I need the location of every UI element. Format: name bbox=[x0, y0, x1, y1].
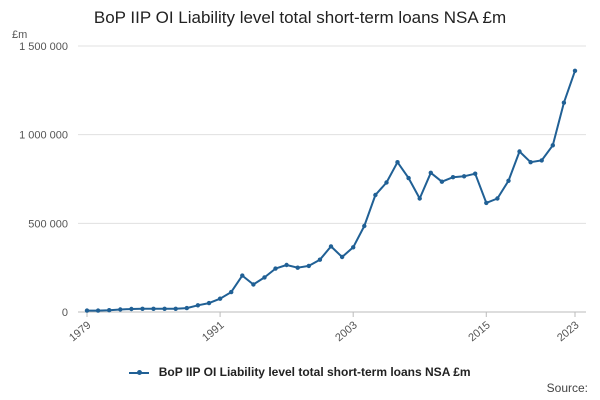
y-tick-label: 500 000 bbox=[28, 218, 68, 230]
data-point bbox=[184, 305, 189, 311]
data-point bbox=[118, 307, 123, 312]
x-tick-label: 2015 bbox=[466, 319, 492, 344]
y-axis-ticks: 0 500 000 1 000 000 1 500 000 bbox=[19, 41, 68, 319]
data-point bbox=[439, 179, 445, 184]
data-point bbox=[140, 306, 145, 311]
data-point bbox=[339, 254, 345, 260]
data-point bbox=[362, 223, 367, 229]
data-point bbox=[506, 178, 511, 183]
data-point bbox=[206, 300, 212, 306]
data-point bbox=[195, 303, 201, 308]
data-point bbox=[461, 174, 467, 179]
data-point bbox=[450, 175, 456, 180]
x-tick-label: 2003 bbox=[333, 319, 359, 344]
x-tick-label: 1991 bbox=[200, 319, 226, 344]
data-point bbox=[328, 244, 334, 249]
y-tick-label: 0 bbox=[62, 307, 68, 319]
x-axis-ticks: 1979 1991 2003 2015 2023 bbox=[67, 312, 582, 344]
data-point bbox=[173, 306, 178, 311]
data-point bbox=[229, 289, 234, 295]
data-point bbox=[395, 160, 400, 165]
data-point bbox=[473, 171, 478, 176]
data-point bbox=[84, 308, 90, 313]
y-tick-label: 1 000 000 bbox=[19, 130, 68, 142]
data-point bbox=[217, 296, 223, 301]
legend: BoP IIP OI Liability level total short-t… bbox=[0, 365, 600, 379]
data-point bbox=[162, 306, 167, 311]
data-point bbox=[495, 196, 500, 201]
legend-swatch-icon bbox=[129, 369, 150, 375]
data-point bbox=[528, 160, 533, 165]
y-tick-label: 1 500 000 bbox=[19, 41, 68, 53]
series-group bbox=[84, 68, 578, 313]
data-point bbox=[295, 265, 300, 270]
data-point bbox=[351, 245, 356, 250]
chart-title: BoP IIP OI Liability level total short-t… bbox=[93, 8, 507, 27]
data-point bbox=[417, 196, 422, 201]
y-axis-unit-label: £m bbox=[12, 29, 27, 41]
data-point bbox=[484, 200, 489, 206]
source-label: Source: bbox=[546, 381, 588, 395]
data-point bbox=[262, 275, 267, 280]
data-point bbox=[151, 306, 156, 311]
series-line bbox=[87, 70, 576, 312]
data-point bbox=[373, 192, 378, 198]
data-point bbox=[251, 282, 256, 287]
data-point bbox=[95, 308, 101, 313]
data-point bbox=[240, 273, 245, 278]
data-point bbox=[428, 170, 433, 175]
data-point bbox=[539, 158, 544, 163]
data-point bbox=[129, 306, 134, 312]
data-point bbox=[317, 257, 323, 262]
legend-label: BoP IIP OI Liability level total short-t… bbox=[158, 365, 471, 379]
data-point bbox=[384, 180, 389, 185]
data-point bbox=[572, 68, 578, 74]
data-point bbox=[561, 100, 567, 105]
data-point bbox=[550, 143, 555, 148]
data-point bbox=[107, 308, 112, 313]
data-point bbox=[284, 262, 289, 268]
data-point bbox=[306, 263, 311, 269]
x-tick-label: 2023 bbox=[555, 319, 581, 344]
data-point bbox=[517, 149, 522, 154]
data-point bbox=[273, 266, 278, 271]
data-point bbox=[406, 175, 411, 181]
gridlines bbox=[78, 45, 586, 224]
x-tick-label: 1979 bbox=[67, 319, 93, 344]
